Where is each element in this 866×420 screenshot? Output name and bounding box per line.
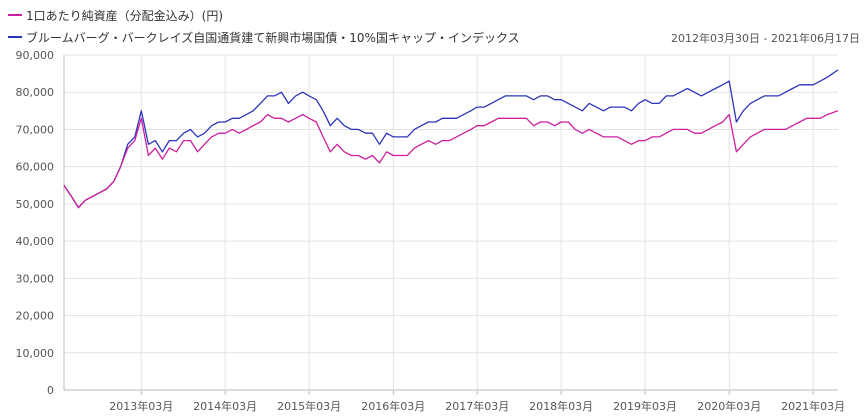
x-tick-label: 2017年03月 [445, 399, 509, 413]
y-tick-label: 40,000 [16, 235, 55, 248]
legend-swatch-index [8, 36, 22, 38]
y-tick-label: 0 [47, 384, 54, 397]
x-tick-label: 2019年03月 [613, 399, 677, 413]
legend-label-index: ブルームバーグ・バークレイズ自国通貨建て新興市場国債・10%国キャップ・インデッ… [26, 30, 520, 45]
y-tick-label: 90,000 [16, 49, 55, 62]
chart-legend: 1口あたり純資産（分配金込み）(円) ブルームバーグ・バークレイズ自国通貨建て新… [8, 4, 520, 48]
y-tick-label: 60,000 [16, 161, 55, 174]
y-tick-label: 50,000 [16, 198, 55, 211]
x-axis: 2013年03月 2014年03月 2015年03月 2016年03月 2017年03月… [109, 390, 845, 413]
x-tick-label: 2021年03月 [781, 399, 845, 413]
y-tick-label: 30,000 [16, 272, 55, 285]
y-tick-label: 70,000 [16, 123, 55, 136]
series-lines [63, 69, 839, 209]
grid-lines [63, 54, 838, 391]
legend-item-nav[interactable]: 1口あたり純資産（分配金込み）(円) [8, 4, 520, 26]
y-tick-label: 80,000 [16, 86, 55, 99]
x-tick-label: 2014年03月 [193, 399, 257, 413]
x-tick-label: 2018年03月 [529, 399, 593, 413]
series-line-index[interactable] [63, 69, 839, 209]
x-tick-label: 2013年03月 [109, 399, 173, 413]
legend-item-index[interactable]: ブルームバーグ・バークレイズ自国通貨建て新興市場国債・10%国キャップ・インデッ… [8, 26, 520, 48]
y-tick-label: 10,000 [16, 347, 55, 360]
date-range-label: 2012年03月30日 - 2021年06月17日 [671, 32, 860, 45]
x-tick-label: 2020年03月 [697, 399, 761, 413]
x-tick-label: 2016年03月 [361, 399, 425, 413]
legend-swatch-nav [8, 14, 22, 16]
series-line-nav[interactable] [63, 110, 839, 209]
legend-label-nav: 1口あたり純資産（分配金込み）(円) [26, 8, 223, 23]
y-tick-label: 20,000 [16, 310, 55, 323]
x-tick-label: 2015年03月 [277, 399, 341, 413]
y-axis: 0 10,000 20,000 30,000 40,000 50,000 60,000 70,… [16, 49, 55, 397]
